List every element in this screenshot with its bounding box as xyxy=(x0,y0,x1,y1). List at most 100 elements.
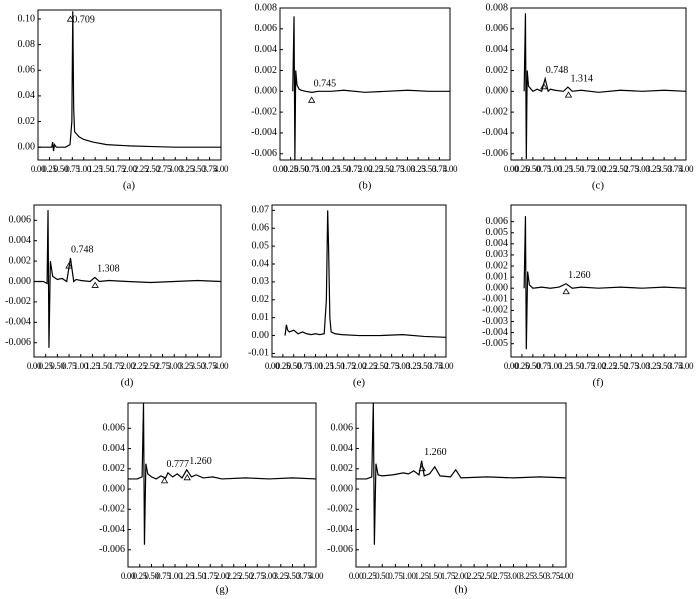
plot-frame xyxy=(510,204,687,358)
y-tick-label: -0.004 xyxy=(5,317,31,328)
y-tick-label: 0.02 xyxy=(252,294,270,305)
x-tick-label: 1.25 xyxy=(415,571,430,581)
y-tick-label: 0.000 xyxy=(486,283,509,294)
x-tick-label: 1.50 xyxy=(337,164,352,174)
x-tick-label: 2.00 xyxy=(358,164,373,174)
y-tick-label: 0.00 xyxy=(252,330,270,341)
panel-caption: (b) xyxy=(359,180,372,192)
x-tick-label: 2.25 xyxy=(134,164,149,174)
x-tick-label: 2.00 xyxy=(215,571,230,581)
peak-marker xyxy=(160,477,169,484)
x-tick-label: 1.50 xyxy=(97,361,112,371)
x-tick-label: 2.75 xyxy=(155,361,170,371)
x-tick-label: 0.00 xyxy=(27,361,42,371)
x-tick-label: 1.00 xyxy=(315,164,330,174)
x-tick-label: 2.50 xyxy=(144,361,159,371)
x-tick-label: 4.00 xyxy=(309,571,324,581)
x-tick-label: 3.75 xyxy=(546,571,561,581)
y-tick-label: -0.001 xyxy=(482,294,508,305)
trace xyxy=(523,216,687,350)
x-tick-label: 1.25 xyxy=(85,361,100,371)
x-tick-label: 4.00 xyxy=(679,164,694,174)
panel-caption: (g) xyxy=(216,584,229,596)
x-tick-label: 2.50 xyxy=(613,361,628,371)
peak-label: 1.308 xyxy=(97,264,120,275)
x-tick-label: 0.50 xyxy=(50,361,65,371)
x-tick-label: 2.00 xyxy=(591,361,606,371)
peak-label: 1.314 xyxy=(570,73,593,84)
x-tick-label: 1.00 xyxy=(401,571,416,581)
x-tick-label: 1.75 xyxy=(441,571,456,581)
y-tick-label: -0.002 xyxy=(5,296,31,307)
x-tick-label: 0.75 xyxy=(537,164,552,174)
x-tick-label: 2.75 xyxy=(385,361,400,371)
x-tick-label: 2.25 xyxy=(369,164,384,174)
x-tick-label: 3.75 xyxy=(668,164,683,174)
y-tick-label: -0.002 xyxy=(99,504,125,515)
x-tick-label: 1.50 xyxy=(191,571,206,581)
plot-frame xyxy=(37,9,222,161)
x-tick-label: 1.00 xyxy=(548,361,563,371)
trace xyxy=(38,11,221,152)
peak-label: 1.260 xyxy=(424,447,447,458)
trace xyxy=(356,402,567,545)
x-tick-label: 1.50 xyxy=(100,164,115,174)
y-tick-label: 0.008 xyxy=(255,2,278,13)
x-tick-label: 3.25 xyxy=(646,164,661,174)
y-tick-label: 0.005 xyxy=(486,227,509,238)
x-tick-label: 2.00 xyxy=(591,164,606,174)
peak-marker xyxy=(418,464,426,472)
y-tick-label: 0.004 xyxy=(9,235,32,246)
x-tick-label: 1.75 xyxy=(111,164,126,174)
x-tick-label: 2.75 xyxy=(250,571,265,581)
x-tick-label: 1.50 xyxy=(570,361,585,371)
x-tick-label: 2.75 xyxy=(157,164,172,174)
y-tick-label: 0.000 xyxy=(331,483,354,494)
x-tick-label: 3.50 xyxy=(191,164,206,174)
x-tick-label: 1.75 xyxy=(203,571,218,581)
x-tick-label: 2.25 xyxy=(363,361,378,371)
x-tick-label: 2.25 xyxy=(227,571,242,581)
x-tick-label: 2.75 xyxy=(624,164,639,174)
x-tick-label: 2.50 xyxy=(145,164,160,174)
y-tick-label: -0.004 xyxy=(482,127,508,138)
peak-label: 0.777 xyxy=(167,459,190,470)
plot-frame xyxy=(279,7,451,161)
x-tick-label: 3.25 xyxy=(274,571,289,581)
x-tick-label: 0.50 xyxy=(526,164,541,174)
x-tick-label: 0.00 xyxy=(121,571,136,581)
y-tick-label: -0.002 xyxy=(482,305,508,316)
peak-label: 1.260 xyxy=(568,270,591,281)
x-tick-label: 3.00 xyxy=(395,361,410,371)
x-tick-label: 1.50 xyxy=(330,361,345,371)
y-tick-label: 0.008 xyxy=(486,2,509,13)
x-tick-label: 4.00 xyxy=(443,164,458,174)
x-tick-label: 3.25 xyxy=(406,361,421,371)
peak-marker xyxy=(66,15,75,22)
x-tick-label: 1.75 xyxy=(580,361,595,371)
x-tick-label: 2.25 xyxy=(602,361,617,371)
x-tick-label: 1.75 xyxy=(341,361,356,371)
x-tick-label: 2.50 xyxy=(238,571,253,581)
x-tick-label: 3.00 xyxy=(167,361,182,371)
plot-frame xyxy=(127,402,317,568)
y-tick-label: 0.04 xyxy=(252,258,270,269)
y-tick-label: 0.004 xyxy=(331,443,354,454)
x-tick-label: 1.00 xyxy=(77,164,92,174)
x-tick-label: 0.25 xyxy=(515,164,530,174)
x-tick-label: 0.25 xyxy=(133,571,148,581)
panel-caption: (d) xyxy=(121,377,134,389)
x-tick-label: 3.75 xyxy=(202,361,217,371)
panel-caption: (h) xyxy=(455,584,468,596)
y-tick-label: 0.003 xyxy=(486,249,509,260)
x-tick-label: 1.00 xyxy=(548,164,563,174)
y-tick-label: 0.002 xyxy=(103,463,126,474)
y-tick-label: 0.000 xyxy=(255,86,278,97)
x-tick-label: 3.00 xyxy=(635,164,650,174)
plot-frame xyxy=(510,7,687,161)
y-tick-label: -0.004 xyxy=(482,327,508,338)
x-tick-label: 3.50 xyxy=(285,571,300,581)
x-tick-label: 4.00 xyxy=(214,164,229,174)
